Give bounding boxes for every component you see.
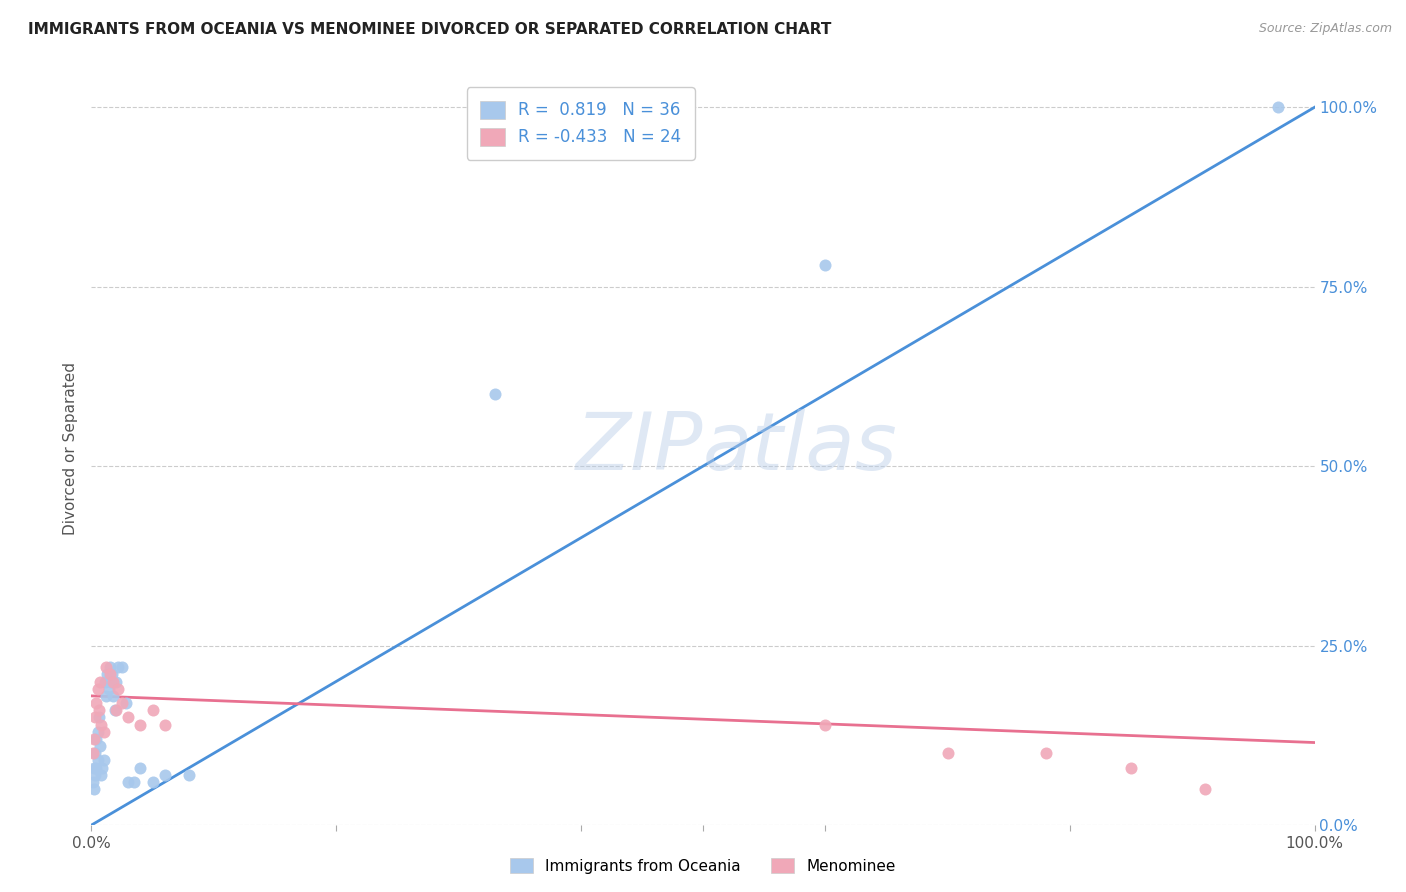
Point: [87, 703, 110, 717]
Legend: Immigrants from Oceania, Menominee: Immigrants from Oceania, Menominee: [503, 852, 903, 880]
Point: [111, 696, 134, 710]
Legend: R =  0.819   N = 36, R = -0.433   N = 24: R = 0.819 N = 36, R = -0.433 N = 24: [467, 87, 695, 160]
Point: [100, 674, 122, 689]
Point: [91, 761, 114, 775]
Point: [98, 660, 121, 674]
Point: [117, 775, 139, 789]
Point: [141, 703, 163, 717]
Point: [84, 696, 107, 710]
Point: [814, 258, 837, 272]
Point: [82, 775, 104, 789]
Point: [82, 747, 104, 761]
Point: [153, 717, 176, 731]
Point: [89, 739, 111, 753]
Point: [104, 703, 127, 717]
Point: [1121, 761, 1143, 775]
Point: [153, 768, 176, 782]
Point: [89, 674, 111, 689]
Point: [94, 689, 117, 703]
Point: [107, 681, 129, 696]
Point: [83, 731, 105, 746]
Point: [1035, 747, 1057, 761]
Text: atlas: atlas: [703, 409, 898, 487]
Point: [84, 731, 107, 746]
Point: [107, 660, 129, 674]
Point: [93, 754, 115, 768]
Point: [83, 782, 105, 797]
Point: [97, 681, 120, 696]
Point: [84, 761, 107, 775]
Point: [179, 768, 201, 782]
Point: [1267, 100, 1289, 114]
Point: [814, 717, 837, 731]
Point: [94, 674, 117, 689]
Point: [103, 689, 125, 703]
Text: Source: ZipAtlas.com: Source: ZipAtlas.com: [1258, 22, 1392, 36]
Text: IMMIGRANTS FROM OCEANIA VS MENOMINEE DIVORCED OR SEPARATED CORRELATION CHART: IMMIGRANTS FROM OCEANIA VS MENOMINEE DIV…: [28, 22, 831, 37]
Point: [129, 761, 152, 775]
Point: [87, 710, 110, 724]
Point: [936, 747, 959, 761]
Point: [90, 768, 112, 782]
Point: [1194, 782, 1216, 797]
Point: [83, 761, 105, 775]
Point: [129, 717, 152, 731]
Point: [94, 660, 117, 674]
Point: [84, 710, 107, 724]
Point: [117, 710, 139, 724]
Text: ZIP: ZIP: [575, 409, 703, 487]
Point: [90, 717, 112, 731]
Y-axis label: Divorced or Separated: Divorced or Separated: [62, 362, 77, 534]
Point: [96, 667, 118, 681]
Point: [86, 754, 108, 768]
Point: [101, 667, 124, 681]
Point: [122, 775, 145, 789]
Point: [86, 724, 108, 739]
Point: [84, 768, 107, 782]
Point: [484, 387, 506, 401]
Point: [98, 667, 121, 681]
Point: [93, 724, 115, 739]
Point: [114, 696, 136, 710]
Point: [103, 674, 125, 689]
Point: [104, 674, 127, 689]
Point: [84, 747, 107, 761]
Point: [111, 660, 134, 674]
Point: [104, 703, 127, 717]
Point: [86, 681, 108, 696]
Point: [141, 775, 163, 789]
